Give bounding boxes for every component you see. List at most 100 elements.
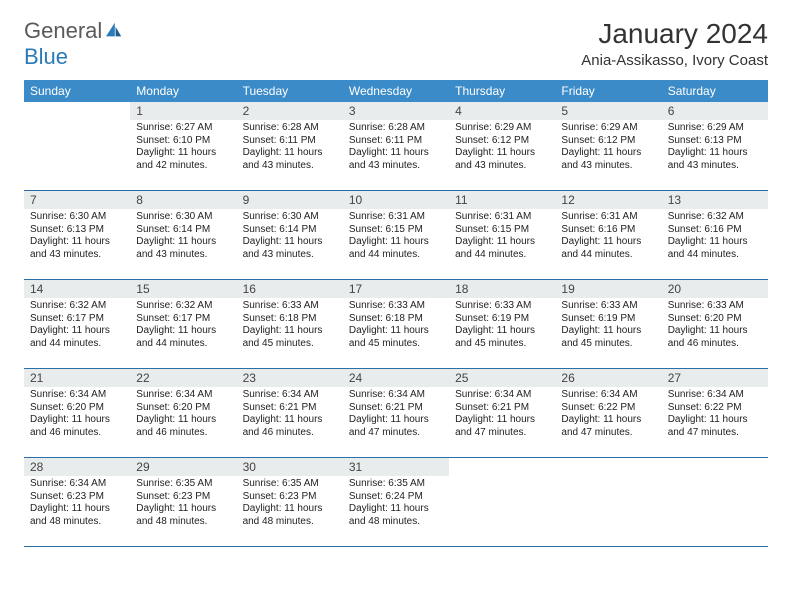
day-number: 27	[662, 369, 768, 387]
day-number: 26	[555, 369, 661, 387]
day-details: Sunrise: 6:28 AMSunset: 6:11 PMDaylight:…	[343, 120, 449, 176]
day-number: 6	[662, 102, 768, 120]
calendar-body: 1Sunrise: 6:27 AMSunset: 6:10 PMDaylight…	[24, 102, 768, 547]
day-details: Sunrise: 6:34 AMSunset: 6:20 PMDaylight:…	[130, 387, 236, 443]
dow-row: SundayMondayTuesdayWednesdayThursdayFrid…	[24, 80, 768, 102]
calendar-page: GeneralBlue January 2024 Ania-Assikasso,…	[0, 0, 792, 565]
day-details: Sunrise: 6:33 AMSunset: 6:19 PMDaylight:…	[449, 298, 555, 354]
day-details: Sunrise: 6:35 AMSunset: 6:24 PMDaylight:…	[343, 476, 449, 532]
day-details: Sunrise: 6:31 AMSunset: 6:16 PMDaylight:…	[555, 209, 661, 265]
day-cell-24: 24Sunrise: 6:34 AMSunset: 6:21 PMDayligh…	[343, 369, 449, 458]
week-row: 28Sunrise: 6:34 AMSunset: 6:23 PMDayligh…	[24, 458, 768, 547]
day-details: Sunrise: 6:33 AMSunset: 6:19 PMDaylight:…	[555, 298, 661, 354]
day-cell-16: 16Sunrise: 6:33 AMSunset: 6:18 PMDayligh…	[237, 280, 343, 369]
day-cell-5: 5Sunrise: 6:29 AMSunset: 6:12 PMDaylight…	[555, 102, 661, 191]
dow-friday: Friday	[555, 80, 661, 102]
day-number: 14	[24, 280, 130, 298]
day-details: Sunrise: 6:34 AMSunset: 6:21 PMDaylight:…	[343, 387, 449, 443]
day-cell-23: 23Sunrise: 6:34 AMSunset: 6:21 PMDayligh…	[237, 369, 343, 458]
day-cell-15: 15Sunrise: 6:32 AMSunset: 6:17 PMDayligh…	[130, 280, 236, 369]
empty-cell	[555, 458, 661, 547]
day-number: 17	[343, 280, 449, 298]
day-number: 10	[343, 191, 449, 209]
day-details: Sunrise: 6:34 AMSunset: 6:21 PMDaylight:…	[449, 387, 555, 443]
day-number: 24	[343, 369, 449, 387]
day-cell-27: 27Sunrise: 6:34 AMSunset: 6:22 PMDayligh…	[662, 369, 768, 458]
day-details: Sunrise: 6:32 AMSunset: 6:17 PMDaylight:…	[130, 298, 236, 354]
day-cell-3: 3Sunrise: 6:28 AMSunset: 6:11 PMDaylight…	[343, 102, 449, 191]
day-cell-8: 8Sunrise: 6:30 AMSunset: 6:14 PMDaylight…	[130, 191, 236, 280]
day-cell-21: 21Sunrise: 6:34 AMSunset: 6:20 PMDayligh…	[24, 369, 130, 458]
empty-cell	[24, 102, 130, 191]
dow-sunday: Sunday	[24, 80, 130, 102]
day-number: 18	[449, 280, 555, 298]
day-cell-25: 25Sunrise: 6:34 AMSunset: 6:21 PMDayligh…	[449, 369, 555, 458]
day-cell-28: 28Sunrise: 6:34 AMSunset: 6:23 PMDayligh…	[24, 458, 130, 547]
day-number: 25	[449, 369, 555, 387]
day-details: Sunrise: 6:33 AMSunset: 6:20 PMDaylight:…	[662, 298, 768, 354]
day-number: 19	[555, 280, 661, 298]
header: GeneralBlue January 2024 Ania-Assikasso,…	[24, 18, 768, 70]
day-details: Sunrise: 6:35 AMSunset: 6:23 PMDaylight:…	[130, 476, 236, 532]
day-cell-9: 9Sunrise: 6:30 AMSunset: 6:14 PMDaylight…	[237, 191, 343, 280]
day-number: 15	[130, 280, 236, 298]
day-details: Sunrise: 6:34 AMSunset: 6:20 PMDaylight:…	[24, 387, 130, 443]
day-cell-29: 29Sunrise: 6:35 AMSunset: 6:23 PMDayligh…	[130, 458, 236, 547]
day-number: 29	[130, 458, 236, 476]
day-cell-20: 20Sunrise: 6:33 AMSunset: 6:20 PMDayligh…	[662, 280, 768, 369]
day-details: Sunrise: 6:33 AMSunset: 6:18 PMDaylight:…	[237, 298, 343, 354]
brand-part1: General	[24, 18, 102, 43]
day-number: 7	[24, 191, 130, 209]
day-number: 12	[555, 191, 661, 209]
day-number: 9	[237, 191, 343, 209]
day-details: Sunrise: 6:30 AMSunset: 6:13 PMDaylight:…	[24, 209, 130, 265]
day-details: Sunrise: 6:31 AMSunset: 6:15 PMDaylight:…	[343, 209, 449, 265]
day-number: 4	[449, 102, 555, 120]
day-number: 5	[555, 102, 661, 120]
page-title: January 2024	[581, 18, 768, 50]
calendar-table: SundayMondayTuesdayWednesdayThursdayFrid…	[24, 80, 768, 547]
day-cell-31: 31Sunrise: 6:35 AMSunset: 6:24 PMDayligh…	[343, 458, 449, 547]
day-number: 8	[130, 191, 236, 209]
day-cell-6: 6Sunrise: 6:29 AMSunset: 6:13 PMDaylight…	[662, 102, 768, 191]
day-cell-19: 19Sunrise: 6:33 AMSunset: 6:19 PMDayligh…	[555, 280, 661, 369]
day-cell-30: 30Sunrise: 6:35 AMSunset: 6:23 PMDayligh…	[237, 458, 343, 547]
day-details: Sunrise: 6:27 AMSunset: 6:10 PMDaylight:…	[130, 120, 236, 176]
day-details: Sunrise: 6:31 AMSunset: 6:15 PMDaylight:…	[449, 209, 555, 265]
day-cell-22: 22Sunrise: 6:34 AMSunset: 6:20 PMDayligh…	[130, 369, 236, 458]
day-details: Sunrise: 6:30 AMSunset: 6:14 PMDaylight:…	[130, 209, 236, 265]
day-number: 2	[237, 102, 343, 120]
week-row: 1Sunrise: 6:27 AMSunset: 6:10 PMDaylight…	[24, 102, 768, 191]
day-details: Sunrise: 6:32 AMSunset: 6:17 PMDaylight:…	[24, 298, 130, 354]
day-details: Sunrise: 6:29 AMSunset: 6:13 PMDaylight:…	[662, 120, 768, 176]
dow-tuesday: Tuesday	[237, 80, 343, 102]
day-details: Sunrise: 6:34 AMSunset: 6:23 PMDaylight:…	[24, 476, 130, 532]
day-details: Sunrise: 6:35 AMSunset: 6:23 PMDaylight:…	[237, 476, 343, 532]
day-details: Sunrise: 6:34 AMSunset: 6:21 PMDaylight:…	[237, 387, 343, 443]
day-details: Sunrise: 6:30 AMSunset: 6:14 PMDaylight:…	[237, 209, 343, 265]
day-number: 22	[130, 369, 236, 387]
empty-cell	[449, 458, 555, 547]
day-cell-12: 12Sunrise: 6:31 AMSunset: 6:16 PMDayligh…	[555, 191, 661, 280]
empty-cell	[662, 458, 768, 547]
day-cell-4: 4Sunrise: 6:29 AMSunset: 6:12 PMDaylight…	[449, 102, 555, 191]
location: Ania-Assikasso, Ivory Coast	[581, 52, 768, 69]
dow-wednesday: Wednesday	[343, 80, 449, 102]
day-number: 28	[24, 458, 130, 476]
day-details: Sunrise: 6:29 AMSunset: 6:12 PMDaylight:…	[449, 120, 555, 176]
dow-monday: Monday	[130, 80, 236, 102]
day-cell-18: 18Sunrise: 6:33 AMSunset: 6:19 PMDayligh…	[449, 280, 555, 369]
day-cell-14: 14Sunrise: 6:32 AMSunset: 6:17 PMDayligh…	[24, 280, 130, 369]
day-number: 30	[237, 458, 343, 476]
week-row: 7Sunrise: 6:30 AMSunset: 6:13 PMDaylight…	[24, 191, 768, 280]
day-cell-13: 13Sunrise: 6:32 AMSunset: 6:16 PMDayligh…	[662, 191, 768, 280]
day-details: Sunrise: 6:32 AMSunset: 6:16 PMDaylight:…	[662, 209, 768, 265]
day-number: 16	[237, 280, 343, 298]
day-details: Sunrise: 6:33 AMSunset: 6:18 PMDaylight:…	[343, 298, 449, 354]
day-number: 23	[237, 369, 343, 387]
day-number: 20	[662, 280, 768, 298]
day-details: Sunrise: 6:29 AMSunset: 6:12 PMDaylight:…	[555, 120, 661, 176]
day-number: 11	[449, 191, 555, 209]
day-cell-1: 1Sunrise: 6:27 AMSunset: 6:10 PMDaylight…	[130, 102, 236, 191]
day-number: 31	[343, 458, 449, 476]
